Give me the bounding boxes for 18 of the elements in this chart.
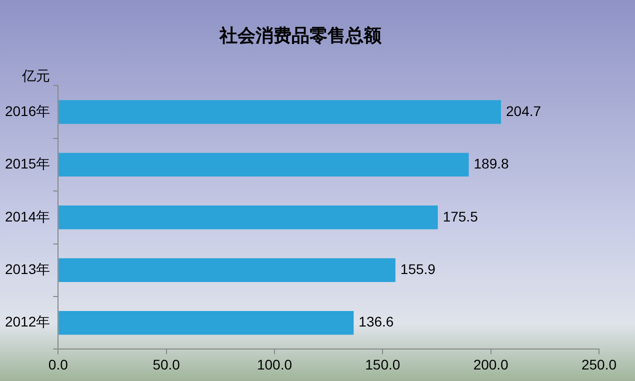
y-tick-label: 2012年 [4,314,50,330]
y-axis-title: 亿元 [21,67,50,84]
y-tick-label: 2015年 [4,156,50,172]
data-label: 204.7 [506,102,542,119]
x-tick-label: 0.0 [48,356,68,372]
x-tick-label: 150.0 [365,356,400,372]
chart-title: 社会消费品零售总额 [218,25,382,46]
data-label: 189.8 [474,156,510,172]
data-label: 136.6 [358,314,394,330]
x-tick-label: 100.0 [256,356,292,372]
data-label: 175.5 [442,208,478,224]
y-tick-label: 2014年 [4,208,50,224]
x-tick-label: 200.0 [473,356,509,372]
y-tick-label: 2013年 [4,260,50,277]
x-tick-label: 50.0 [152,356,180,372]
x-tick-label: 250.0 [581,356,617,372]
data-label: 155.9 [400,260,436,277]
y-tick-label: 2016年 [4,102,50,119]
